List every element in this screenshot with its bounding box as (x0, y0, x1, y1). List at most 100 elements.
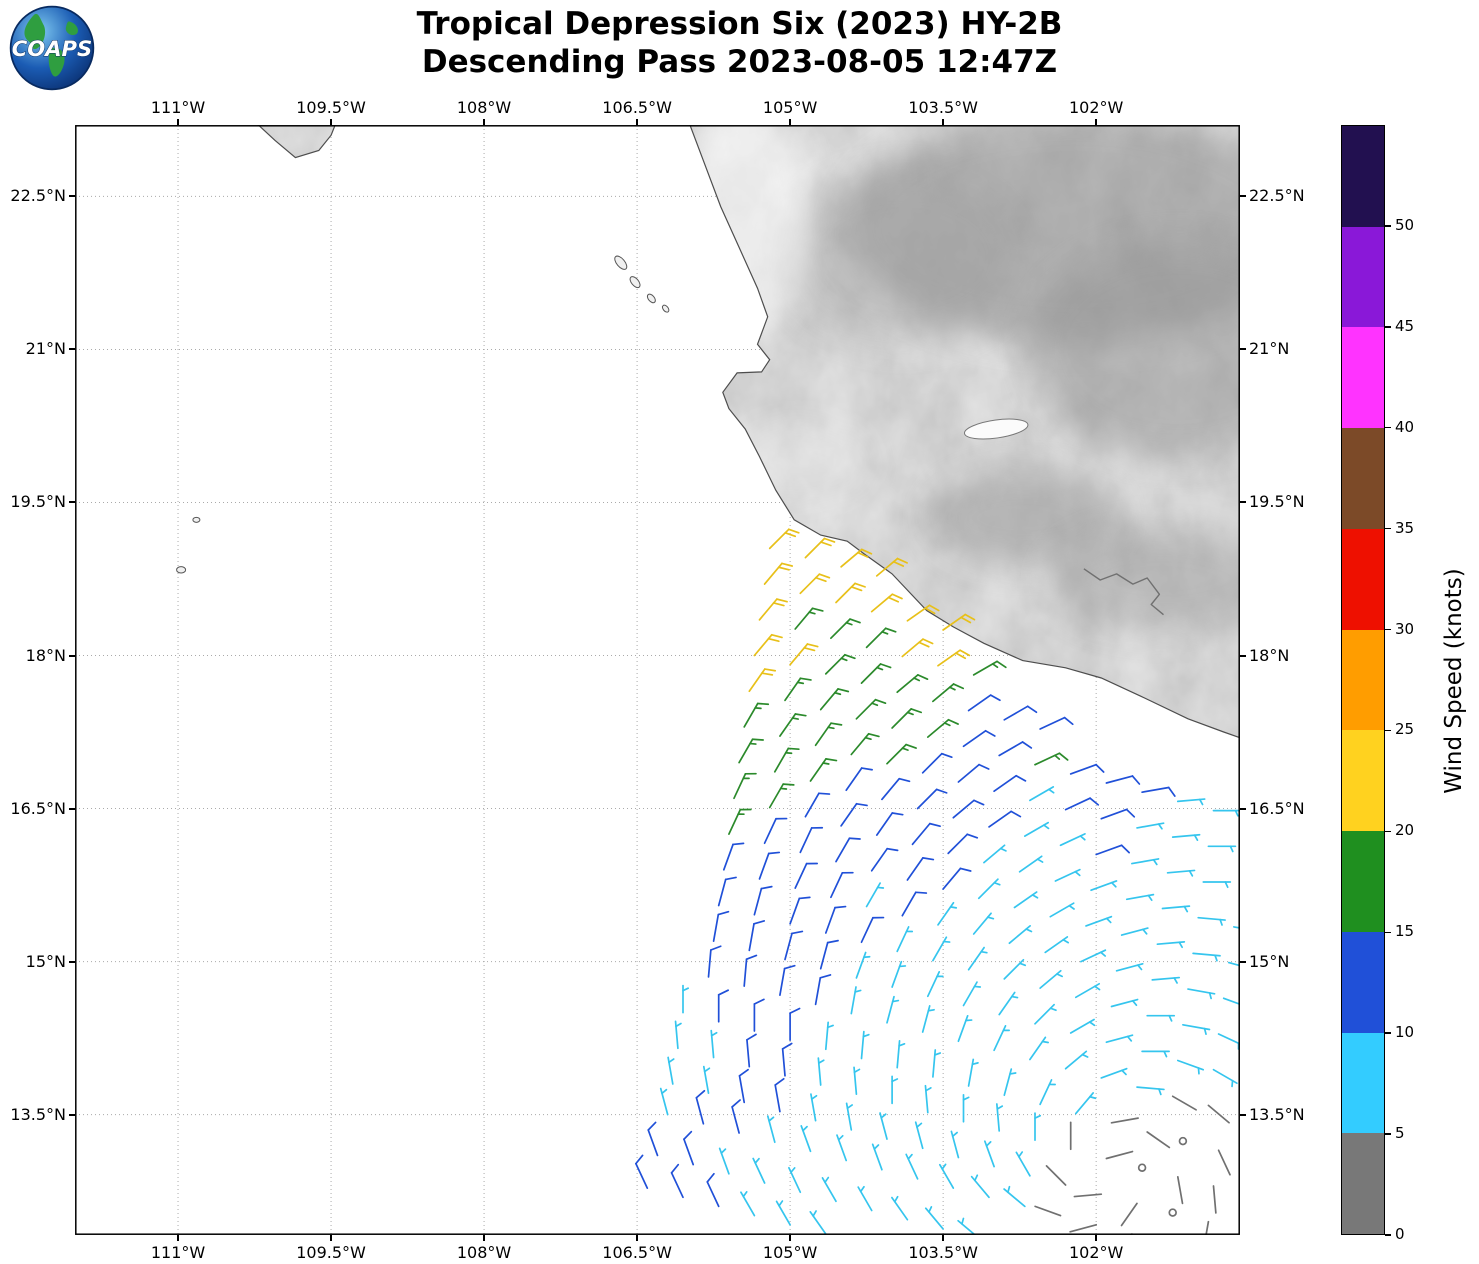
colorbar-segment (1342, 1032, 1384, 1134)
wind-barb (738, 1068, 749, 1104)
colorbar-tick-label: 15 (1395, 922, 1415, 941)
wind-barb (1217, 1149, 1231, 1176)
wind-barb (1105, 1034, 1134, 1044)
tick-mark (177, 1235, 180, 1241)
colorbar-segment (1342, 428, 1384, 529)
wind-barb (748, 668, 777, 693)
wind-barb (814, 722, 843, 747)
wind-barb (1054, 868, 1081, 882)
wind-barb (962, 981, 982, 1007)
colorbar-segment (1342, 528, 1384, 630)
wind-barb (789, 896, 811, 925)
colorbar-segment (1342, 1133, 1384, 1235)
wind-barb (906, 857, 935, 881)
wind-barb (1202, 1220, 1210, 1235)
wind-barb (758, 598, 788, 621)
wind-barb (1207, 845, 1237, 853)
colorbar-tick (1385, 729, 1391, 732)
wind-barb (667, 1056, 675, 1085)
tick-mark (1095, 119, 1098, 125)
wind-barb (1120, 1202, 1138, 1227)
wind-barb (921, 752, 953, 774)
coaps-logo: COAPS (8, 4, 96, 92)
tick-mark (483, 119, 486, 125)
tick-mark (942, 119, 945, 125)
y-tick-label-right: 16.5°N (1249, 798, 1305, 818)
colorbar-tick (1385, 830, 1391, 833)
wind-barb (983, 844, 1007, 864)
wind-barb (921, 1005, 935, 1033)
colorbar-segment (1342, 327, 1384, 429)
wind-barb (970, 1174, 990, 1199)
wind-barb (972, 912, 995, 935)
wind-barb (717, 989, 730, 1023)
tick-mark (1240, 654, 1246, 657)
wind-barb (799, 826, 824, 854)
wind-barb (804, 537, 836, 559)
island (614, 255, 628, 270)
wind-barb (1168, 1208, 1177, 1217)
colorbar-tick (1385, 225, 1391, 227)
wind-barb (1023, 821, 1050, 837)
wind-barb (718, 1147, 730, 1175)
tick-mark (177, 119, 180, 125)
x-tick-label-bottom: 105°W (762, 1243, 818, 1262)
wind-barb (1059, 833, 1086, 847)
tick-mark (483, 1235, 486, 1241)
wind-barb (775, 1200, 791, 1226)
x-tick-label-bottom: 111°W (150, 1243, 206, 1262)
wind-barb (952, 799, 985, 819)
y-tick-label-right: 18°N (1249, 645, 1290, 665)
wind-barb (977, 878, 1001, 900)
x-tick-label-bottom: 103.5°W (908, 1243, 978, 1262)
wind-barb (1171, 833, 1201, 842)
y-tick-label-left: 18°N (25, 645, 66, 665)
y-tick-label-right: 19.5°N (1249, 492, 1305, 512)
wind-barb (1110, 1117, 1139, 1124)
wind-barb (1176, 1175, 1184, 1205)
wind-barb (1034, 1003, 1057, 1025)
wind-barb (911, 822, 941, 846)
wind-barb (857, 1185, 873, 1212)
wind-barb (998, 741, 1033, 757)
wind-barb (743, 702, 770, 728)
x-tick-label-top: 108°W (456, 98, 512, 117)
island (629, 276, 641, 289)
colorbar-tick-label: 5 (1395, 1124, 1405, 1143)
wind-barb (702, 1065, 711, 1095)
wind-barb (794, 607, 824, 630)
wind-barb (1080, 949, 1107, 963)
tick-mark (69, 195, 75, 198)
wind-barb (875, 812, 904, 836)
wind-barb (740, 1191, 756, 1217)
wind-barb (937, 649, 971, 667)
tick-mark (1240, 807, 1246, 810)
wind-barb (995, 1103, 1004, 1132)
wind-barb (967, 946, 988, 971)
colorbar-tick (1385, 1133, 1391, 1135)
colorbar-tick (1385, 931, 1391, 934)
wind-barb (824, 1021, 834, 1051)
x-tick-label-top: 102°W (1068, 98, 1124, 117)
colorbar-tick-label: 40 (1395, 417, 1415, 436)
island (661, 304, 670, 313)
plot-border (75, 125, 1240, 1235)
tick-mark (789, 1235, 792, 1241)
wind-barb (1136, 822, 1165, 830)
wind-barb (1105, 1150, 1134, 1160)
wind-barb (748, 920, 765, 952)
wind-barb (937, 901, 958, 926)
wind-barb (731, 1099, 741, 1134)
wind-barb (819, 688, 850, 711)
wind-barb (871, 1143, 883, 1171)
wind-barb (768, 783, 795, 809)
wind-barb (817, 1057, 825, 1086)
title-line1: Tropical Depression Six (2023) HY-2B (416, 6, 1063, 42)
wind-barb (779, 713, 807, 737)
wind-barb (1085, 915, 1113, 927)
colorbar-axis-label: Wind Speed (knots) (1441, 568, 1467, 794)
wind-barb (835, 582, 866, 604)
wind-barb (855, 698, 887, 720)
wind-barb (683, 1130, 695, 1166)
wind-barb (850, 732, 880, 756)
